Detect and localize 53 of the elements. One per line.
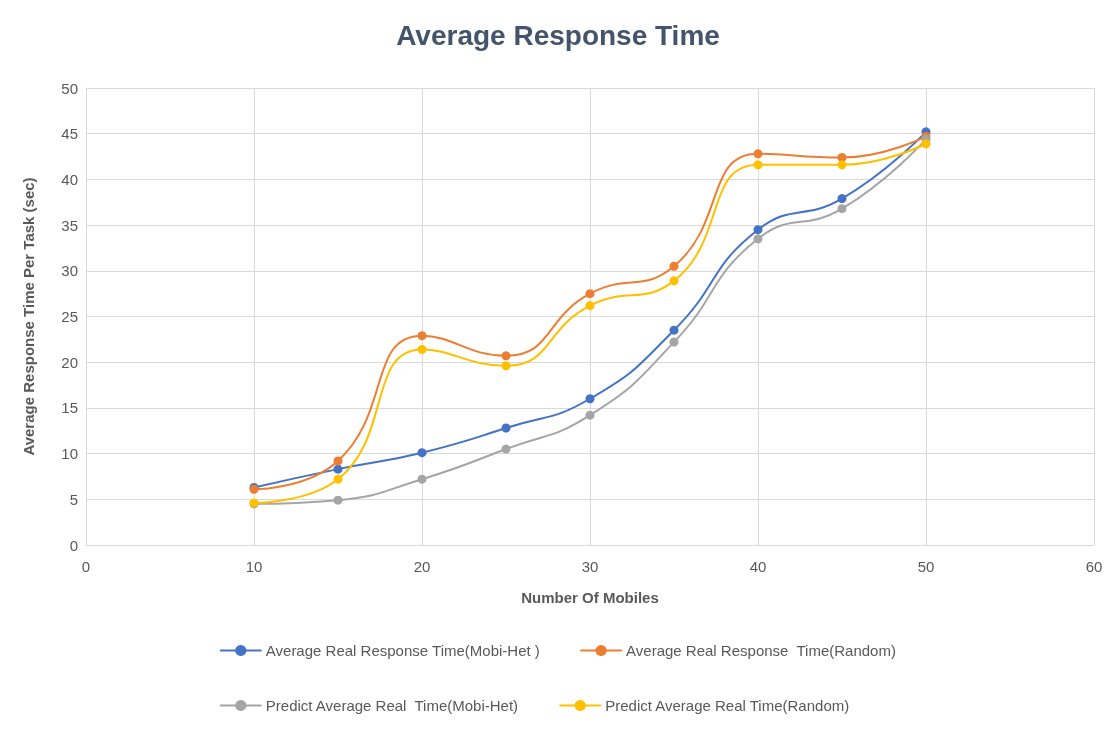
- point: [669, 337, 679, 347]
- point: [585, 410, 595, 420]
- x-axis-title: Number Of Mobiles: [521, 589, 659, 606]
- x-tick-label: 50: [917, 558, 935, 575]
- point: [585, 289, 595, 299]
- y-tick-label: 40: [61, 170, 78, 188]
- point: [333, 464, 343, 474]
- point: [753, 160, 763, 170]
- y-tick-label: 0: [69, 536, 78, 554]
- point: [501, 423, 511, 433]
- y-tick-label: 35: [61, 216, 78, 234]
- point: [837, 160, 847, 170]
- x-tick-label: 20: [413, 558, 431, 575]
- y-tick-label: 30: [61, 262, 78, 280]
- point: [837, 204, 847, 214]
- point: [585, 394, 595, 404]
- point: [753, 225, 763, 235]
- y-axis-title: Average Response Time Per Task (sec): [20, 177, 37, 456]
- point: [501, 351, 511, 361]
- point: [585, 301, 595, 311]
- point: [417, 344, 427, 354]
- x-tick-label: 60: [1085, 558, 1103, 575]
- y-tick-label: 45: [61, 125, 78, 143]
- y-tick-label: 25: [61, 308, 78, 325]
- legend-label: Average Real Response Time(Mobi-Het ): [265, 642, 540, 659]
- point: [333, 474, 343, 484]
- x-tick-label: 30: [581, 558, 599, 575]
- y-tick-label: 10: [61, 445, 78, 463]
- point: [417, 474, 427, 484]
- x-tick-label: 40: [749, 558, 767, 575]
- point: [417, 448, 427, 458]
- point: [669, 325, 679, 335]
- point: [669, 261, 679, 271]
- point: [753, 234, 763, 244]
- legend-label: Predict Average Real Time(Mobi-Het): [265, 697, 519, 714]
- legend-label: Predict Average Real Time(Random): [605, 697, 850, 714]
- point: [501, 444, 511, 454]
- legend-label: Average Real Response Time(Random): [626, 642, 896, 659]
- point: [417, 331, 427, 341]
- point: [837, 194, 847, 204]
- point: [333, 456, 343, 466]
- y-tick-label: 50: [61, 79, 78, 97]
- point: [501, 361, 511, 371]
- point: [921, 139, 931, 149]
- point: [333, 495, 343, 505]
- point: [669, 276, 679, 286]
- y-tick-label: 15: [61, 399, 78, 417]
- x-tick-label: 0: [81, 558, 91, 575]
- y-tick-label: 20: [61, 353, 78, 371]
- x-tick-label: 10: [245, 558, 263, 575]
- point: [753, 149, 763, 159]
- chart-title: Average Response Time: [396, 19, 720, 51]
- y-tick-label: 5: [69, 490, 78, 508]
